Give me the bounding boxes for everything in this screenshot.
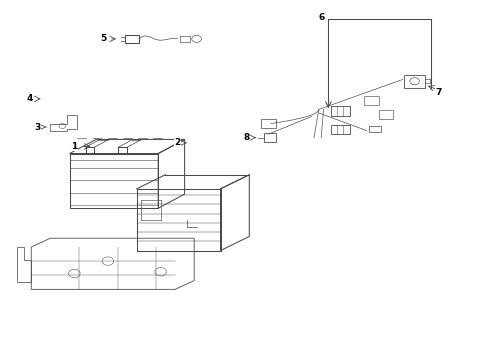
Text: 5: 5 [100,34,106,43]
Text: 6: 6 [317,13,324,22]
Text: 3: 3 [34,123,41,132]
Text: 8: 8 [244,133,249,142]
Text: 1: 1 [71,142,77,151]
Text: 4: 4 [26,94,33,103]
Text: 2: 2 [174,139,180,148]
Text: 7: 7 [434,88,441,97]
